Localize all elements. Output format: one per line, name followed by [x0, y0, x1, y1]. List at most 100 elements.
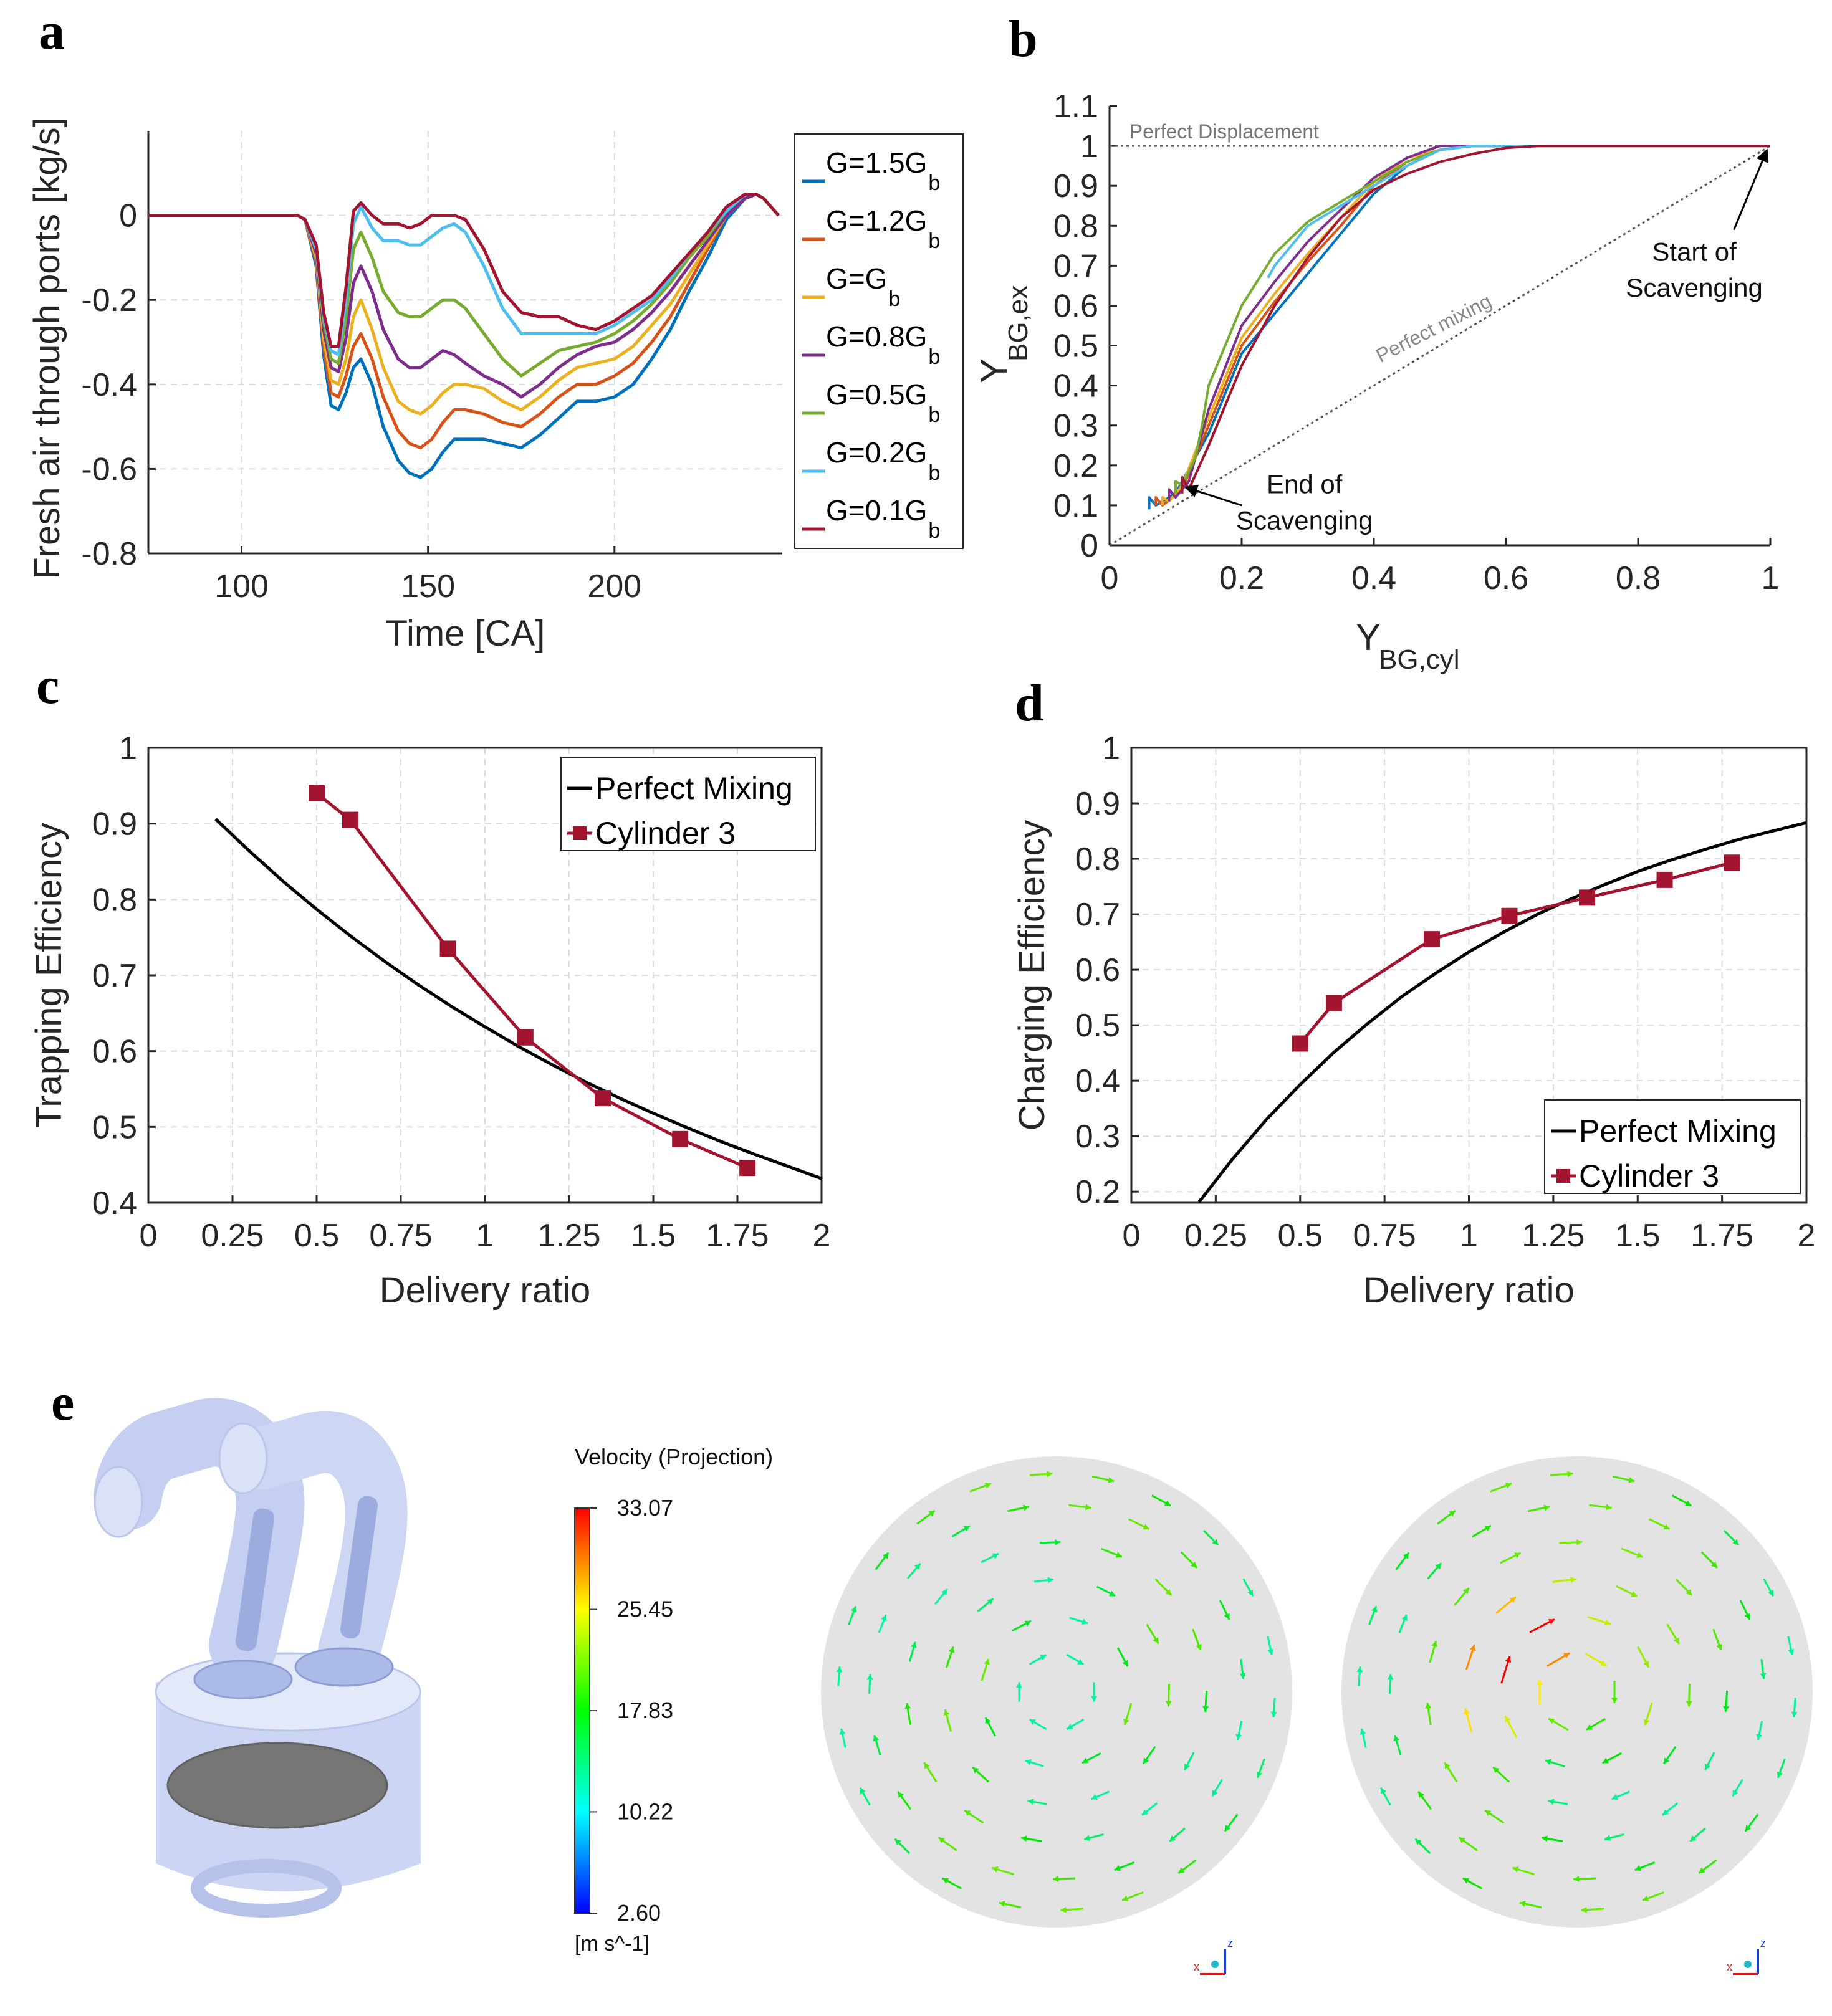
legend-sub-4: b	[928, 345, 940, 369]
x-tick-label: 1.75	[1691, 1218, 1753, 1254]
y-tick-label: 0.6	[1075, 952, 1120, 988]
velocity-arrow-head	[1060, 1906, 1067, 1913]
chart-a-fresh-air: 100 150 200 0 -0.2 -0.4 -0.6 -0.8 Time [CA] Fresh…	[27, 117, 964, 654]
velocity-arrow-head	[1542, 1835, 1548, 1842]
velocity-arrow-head	[882, 1552, 889, 1559]
series-line-2	[148, 193, 780, 449]
velocity-arrow-head	[938, 1837, 945, 1843]
velocity-arrow-head	[1664, 1757, 1670, 1764]
velocity-arrow-head	[1047, 1577, 1054, 1584]
velocity-arrow-head	[1122, 1895, 1129, 1901]
velocity-arrow-head	[1360, 1728, 1366, 1735]
velocity-arrow-head	[1153, 1637, 1159, 1644]
velocity-arrow-head	[1699, 1867, 1705, 1873]
velocity-arrow-head	[1449, 1511, 1456, 1517]
velocity-arrow-head	[1756, 1734, 1763, 1741]
x-tick-label: 2	[813, 1218, 831, 1254]
velocity-arrow-head	[1415, 1838, 1422, 1845]
velocity-arrow-head	[1040, 1655, 1047, 1661]
x-tick-label: 1	[1460, 1218, 1478, 1254]
plot-area	[1197, 821, 1806, 1203]
y-tick-label: 0.8	[1075, 841, 1120, 877]
y-tick-label: 0.2	[1053, 448, 1098, 484]
velocity-arrow-head	[1745, 1825, 1752, 1832]
legend-label-6: G=0.2G	[826, 436, 927, 469]
legend-box	[1544, 1099, 1801, 1194]
velocity-arrow-head	[1663, 1524, 1670, 1530]
x-axis-label: Delivery ratio	[380, 1270, 590, 1311]
velocity-arrow-head	[1567, 1471, 1573, 1478]
velocity-arrow-head	[928, 1511, 935, 1517]
velocity-arrow-head	[1425, 1703, 1432, 1709]
velocity-arrow-head	[1537, 1679, 1543, 1686]
velocity-arrow-head	[963, 1526, 971, 1532]
velocity-arrow-head	[904, 1703, 911, 1709]
y-tick-label: 0.6	[1053, 288, 1098, 324]
colorbar-unit: [m s^-1]	[575, 1932, 650, 1956]
panel-label-d: d	[1015, 674, 1044, 732]
velocity-arrow-head	[1178, 1867, 1185, 1873]
x-tick-label: 1.25	[1522, 1218, 1585, 1254]
x-tick-label: 0.75	[369, 1218, 432, 1254]
y-tick-label: 0	[1080, 528, 1098, 564]
start-arrow	[1733, 148, 1769, 231]
colorbar-tick-label: 10.22	[617, 1799, 673, 1824]
series-line-6	[1267, 145, 1770, 279]
x-tick-label: 2	[1798, 1218, 1816, 1254]
y-tick-label: 1.1	[1053, 88, 1098, 125]
x-tick-label: 0.5	[1278, 1218, 1323, 1254]
velocity-arrow-head	[1023, 1504, 1029, 1511]
colorbar-tick-label: 25.45	[617, 1597, 673, 1622]
velocity-arrow-head	[1512, 1866, 1519, 1873]
x-axis-label: Delivery ratio	[1363, 1270, 1574, 1311]
velocity-arrow-head	[1401, 1614, 1408, 1622]
x-tick-label: 1.5	[1615, 1218, 1660, 1254]
legend-label-5: G=0.5G	[826, 378, 927, 411]
axis-triad-right: z x	[1727, 1937, 1766, 1975]
annotation-end-line1: End of	[1267, 470, 1343, 499]
data-marker	[309, 785, 325, 801]
panel-label-e: e	[51, 1373, 74, 1431]
velocity-arrow-head	[1047, 1471, 1053, 1478]
velocity-arrow-head	[1643, 1895, 1649, 1901]
y-tick-label: 0.7	[1053, 248, 1098, 284]
velocity-arrow-head	[898, 1791, 904, 1799]
velocity-arrow-head	[894, 1838, 901, 1845]
velocity-arrow-head	[1091, 1696, 1097, 1702]
velocity-arrow-head	[1169, 1835, 1176, 1842]
data-marker	[439, 940, 456, 957]
velocity-arrow-head	[1576, 1539, 1583, 1545]
velocity-arrow-head	[1247, 1590, 1253, 1597]
y-tick-label: 0.9	[92, 806, 137, 843]
x-tick-label: 0.5	[294, 1218, 339, 1254]
legend-label-2: G=1.2G	[826, 204, 927, 237]
velocity-arrow-head	[1462, 1878, 1470, 1884]
y-tick-label: -0.8	[81, 536, 137, 572]
triad-z-label: z	[1760, 1937, 1766, 1949]
legend-label-1: Perfect Mixing	[1579, 1114, 1777, 1149]
y-tick-label: 0	[119, 198, 137, 234]
x-tick-label: 0	[1123, 1218, 1141, 1254]
velocity-arrow-head	[1084, 1835, 1091, 1842]
y-tick-label: 0.2	[1075, 1174, 1120, 1210]
velocity-arrow-head	[1788, 1649, 1795, 1656]
y-tick-label: 0.9	[1053, 168, 1098, 204]
data-marker	[1501, 907, 1518, 924]
legend-sub-6: b	[928, 461, 940, 485]
legend-label-4: G=0.8G	[826, 320, 927, 353]
velocity-arrow-head	[1643, 1719, 1650, 1726]
legend-sub-5: b	[928, 403, 940, 427]
legend-label-3: G=G	[826, 262, 887, 295]
annotation-perfect-displacement: Perfect Displacement	[1129, 120, 1319, 143]
velocity-arrow-head	[1381, 1787, 1386, 1794]
velocity-arrow-head	[1791, 1711, 1798, 1717]
triad-x-label: x	[1727, 1961, 1732, 1973]
velocity-arrow-head	[1548, 1619, 1555, 1625]
panel-label-b: b	[1009, 10, 1038, 68]
velocity-arrow-head	[1760, 1673, 1767, 1679]
legend-sub-7: b	[928, 519, 940, 543]
velocity-arrow-head	[1686, 1701, 1692, 1707]
annotation-start-line1: Start of	[1652, 237, 1737, 267]
plot-area	[214, 785, 822, 1180]
legend-label-7: G=0.1G	[826, 494, 927, 527]
